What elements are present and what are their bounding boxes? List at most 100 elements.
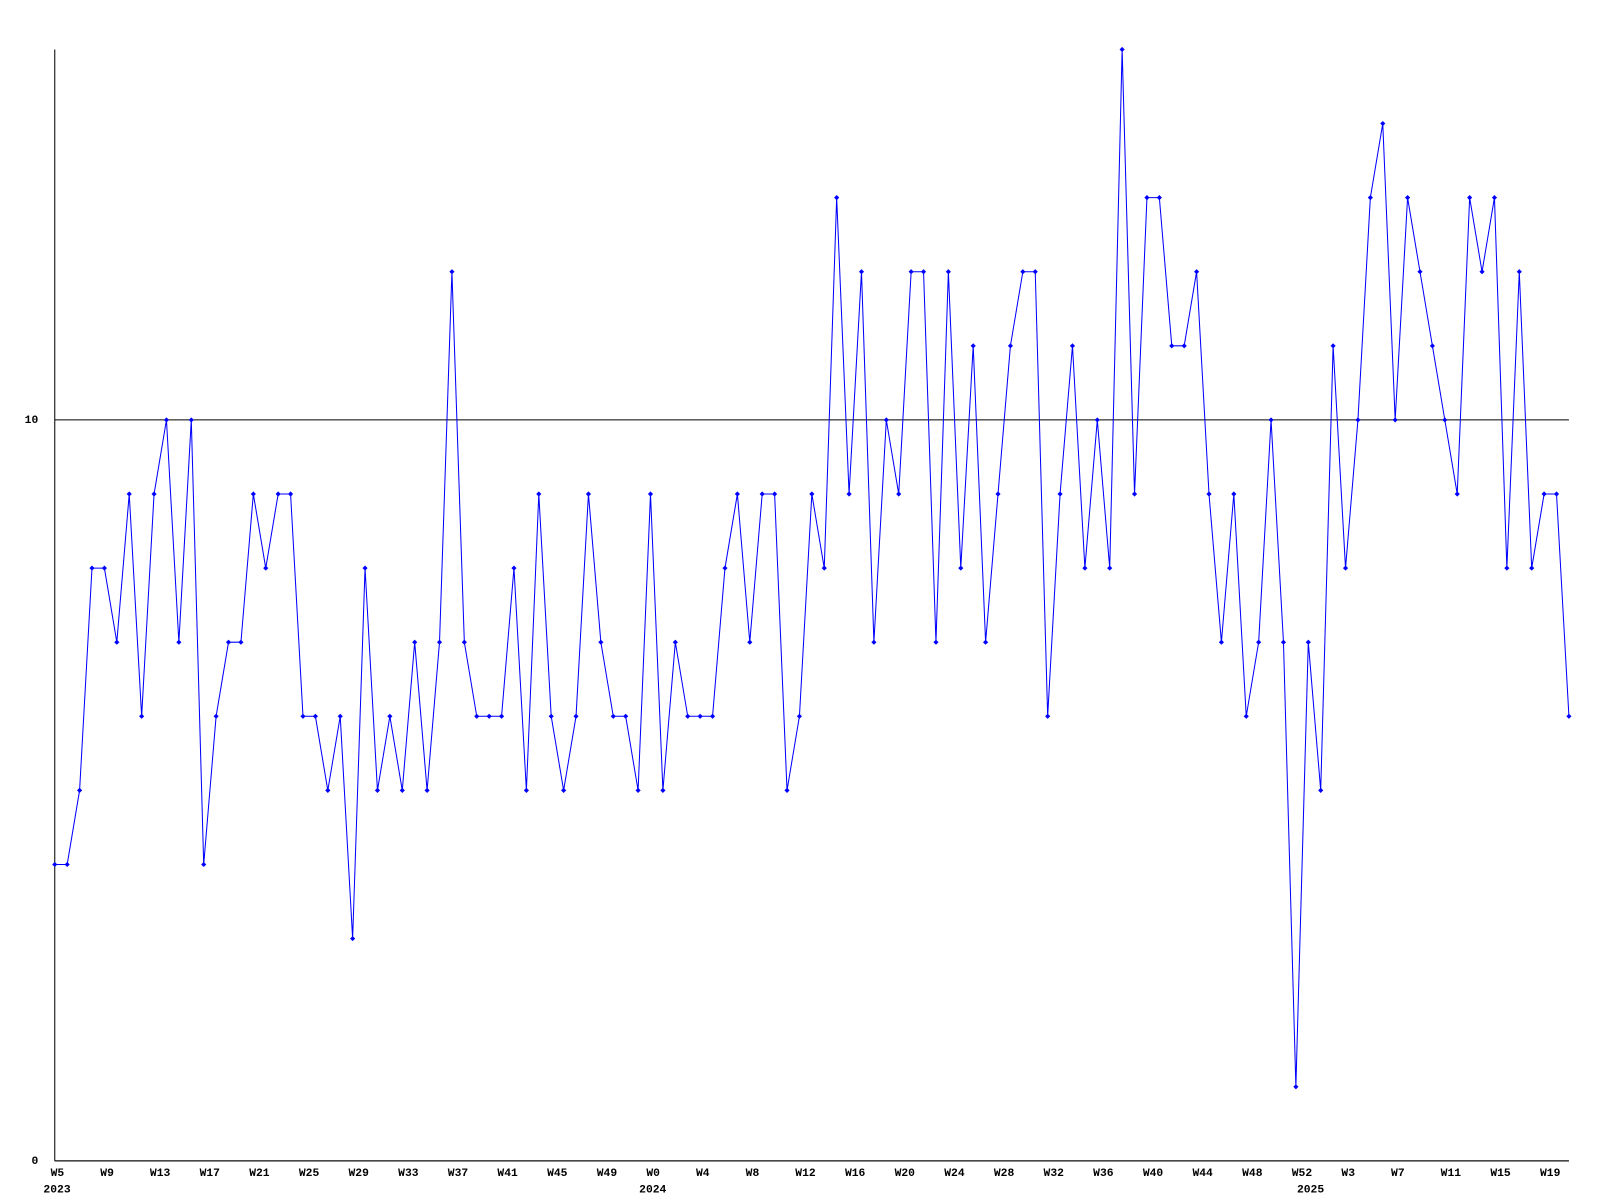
point: [759, 491, 765, 497]
point: [1020, 269, 1026, 275]
point: [834, 195, 840, 201]
point: [536, 491, 542, 497]
point: [1553, 491, 1560, 497]
point: [263, 565, 269, 571]
point: [213, 713, 219, 719]
point: [1231, 491, 1237, 497]
point: [1107, 565, 1113, 571]
point: [126, 491, 132, 497]
point: [498, 713, 505, 719]
point: [871, 639, 877, 645]
point: [312, 713, 318, 719]
point: [436, 639, 443, 645]
point: [337, 713, 343, 719]
point: [1206, 491, 1212, 497]
point: [1529, 565, 1535, 571]
x-tick-label: W40: [1143, 1168, 1164, 1180]
point: [709, 713, 716, 719]
x-tick-label: W24: [944, 1168, 965, 1180]
x-tick-label: W41: [497, 1168, 518, 1180]
point: [945, 269, 951, 275]
point: [635, 787, 641, 793]
point: [64, 861, 70, 868]
point: [858, 269, 865, 275]
point: [1057, 491, 1063, 497]
point: [1355, 417, 1361, 423]
x-tick-label: W8: [746, 1168, 760, 1180]
point: [908, 269, 914, 275]
y-tick-label: 0: [31, 1156, 38, 1168]
point: [1082, 565, 1088, 571]
x-tick-label: W33: [398, 1168, 419, 1180]
point: [1330, 343, 1336, 349]
x-tick-label: W17: [200, 1168, 221, 1180]
point: [598, 639, 604, 645]
point: [511, 565, 517, 571]
point: [1467, 195, 1473, 201]
point: [1367, 195, 1373, 201]
point: [1194, 269, 1200, 275]
year-label: 2023: [43, 1185, 70, 1197]
x-tick-label: W49: [597, 1168, 618, 1180]
point: [685, 713, 691, 719]
point: [1243, 713, 1249, 719]
point: [983, 639, 989, 645]
point: [784, 787, 790, 793]
point: [1131, 491, 1138, 497]
point: [1045, 713, 1051, 719]
x-tick-label: W52: [1292, 1168, 1313, 1180]
point: [561, 787, 567, 793]
point: [188, 417, 194, 423]
point: [747, 639, 753, 645]
x-tick-label: W29: [349, 1168, 370, 1180]
point: [1256, 639, 1262, 645]
point: [52, 861, 58, 868]
x-tick-label: W12: [795, 1168, 816, 1180]
point: [176, 639, 182, 645]
point: [1268, 417, 1274, 423]
x-tick-label: W9: [100, 1168, 114, 1180]
point: [399, 787, 405, 793]
point: [1342, 565, 1349, 571]
point: [1169, 343, 1175, 349]
point: [995, 491, 1001, 497]
x-tick-label: W16: [845, 1168, 866, 1180]
line: [54, 49, 1570, 1087]
point: [772, 491, 778, 497]
point: [163, 417, 170, 423]
point: [585, 491, 592, 497]
point: [548, 713, 554, 719]
point: [387, 713, 393, 719]
point: [275, 491, 281, 497]
point: [1504, 565, 1510, 571]
point: [1454, 491, 1460, 497]
x-tick-label: W0: [646, 1168, 660, 1180]
x-tick-label: W4: [696, 1168, 710, 1180]
point: [660, 787, 666, 793]
point: [201, 861, 207, 868]
point: [672, 639, 678, 645]
point: [1119, 46, 1125, 53]
point: [325, 787, 331, 793]
point: [300, 713, 306, 719]
x-tick-label: W15: [1490, 1168, 1511, 1180]
point: [523, 787, 529, 793]
point: [970, 343, 976, 349]
point: [474, 713, 480, 719]
point: [610, 713, 616, 719]
point: [958, 565, 964, 571]
point: [461, 639, 467, 645]
point: [350, 936, 356, 942]
point: [1417, 269, 1423, 275]
point: [225, 639, 232, 645]
point: [573, 713, 579, 719]
point: [883, 417, 889, 423]
point: [1392, 417, 1398, 423]
point: [1566, 713, 1572, 719]
x-tick-label: W25: [299, 1168, 320, 1180]
point: [896, 491, 902, 497]
point: [1094, 417, 1100, 423]
x-tick-label: W19: [1540, 1168, 1561, 1180]
year-label: 2025: [1297, 1185, 1324, 1197]
point: [1491, 195, 1498, 201]
